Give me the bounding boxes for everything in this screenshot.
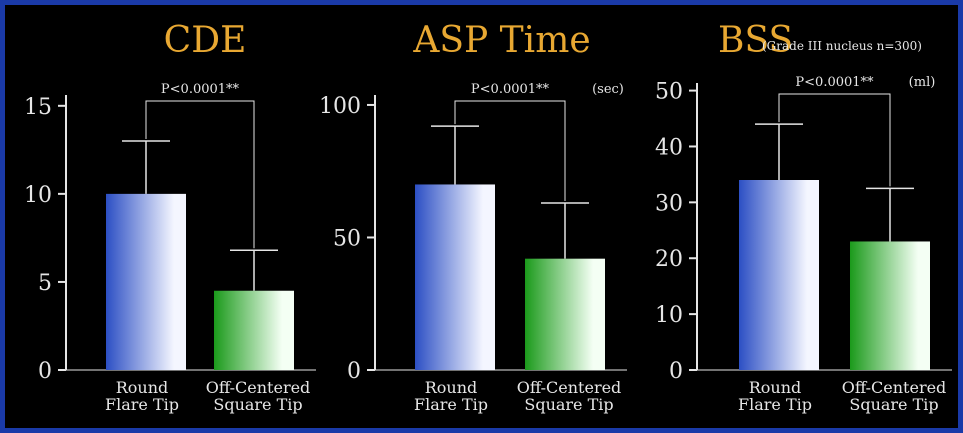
y-tick-label: 50 <box>333 226 361 251</box>
frame-right-border <box>958 0 963 433</box>
significance-bracket <box>778 93 891 187</box>
category-label: Flare Tip <box>105 395 179 414</box>
significance-bracket <box>145 100 255 249</box>
y-tick-label: 5 <box>38 271 52 296</box>
category-label: Round <box>116 378 169 397</box>
category-label: Square Tip <box>524 395 613 414</box>
category-label: Round <box>749 378 802 397</box>
category-label: Off-Centered <box>517 378 622 397</box>
y-tick-label: 100 <box>319 94 361 119</box>
y-tick-label: 10 <box>24 183 52 208</box>
y-tick-label: 0 <box>669 359 683 384</box>
significance-label: P<0.0001** <box>471 82 550 97</box>
category-label: Round <box>425 378 478 397</box>
y-tick-label: 20 <box>655 247 683 272</box>
category-label: Square Tip <box>849 395 938 414</box>
bar-off-centered-square-tip <box>525 258 605 370</box>
category-label: Off-Centered <box>206 378 311 397</box>
chart-panel-2: ASP Time 0 50 100 P<0.0001** (sec) RoundFlare … <box>319 20 627 414</box>
chart-title: BSS <box>718 20 793 61</box>
significance-label: P<0.0001** <box>161 82 240 97</box>
significance-label: P<0.0001** <box>795 75 874 90</box>
unit-label: (sec) <box>592 82 624 97</box>
category-label: Flare Tip <box>414 395 488 414</box>
y-tick-label: 15 <box>24 95 52 120</box>
chart-panel-3: BSS(Grade III nucleus n=300) 0 10 20 30 40 50 P… <box>655 20 952 414</box>
bar-round-flare-tip <box>739 180 819 370</box>
frame-top-border <box>0 0 963 5</box>
significance-bracket <box>454 100 566 202</box>
unit-label: (ml) <box>909 75 936 90</box>
chart-title: ASP Time <box>412 20 590 61</box>
chart-subtitle: (Grade III nucleus n=300) <box>762 39 922 53</box>
y-tick-label: 0 <box>38 359 52 384</box>
bar-off-centered-square-tip <box>850 241 930 370</box>
bar-round-flare-tip <box>106 193 186 370</box>
bar-round-flare-tip <box>415 184 495 370</box>
category-label: Flare Tip <box>738 395 812 414</box>
category-label: Square Tip <box>213 395 302 414</box>
frame-left-border <box>0 0 5 433</box>
bar-off-centered-square-tip <box>214 290 294 370</box>
y-tick-label: 10 <box>655 303 683 328</box>
category-label: Off-Centered <box>842 378 947 397</box>
chart-title: CDE <box>164 20 247 61</box>
y-tick-label: 50 <box>655 80 683 105</box>
frame-bottom-border <box>0 428 963 433</box>
y-tick-label: 30 <box>655 191 683 216</box>
y-tick-label: 40 <box>655 135 683 160</box>
y-tick-label: 0 <box>347 359 361 384</box>
